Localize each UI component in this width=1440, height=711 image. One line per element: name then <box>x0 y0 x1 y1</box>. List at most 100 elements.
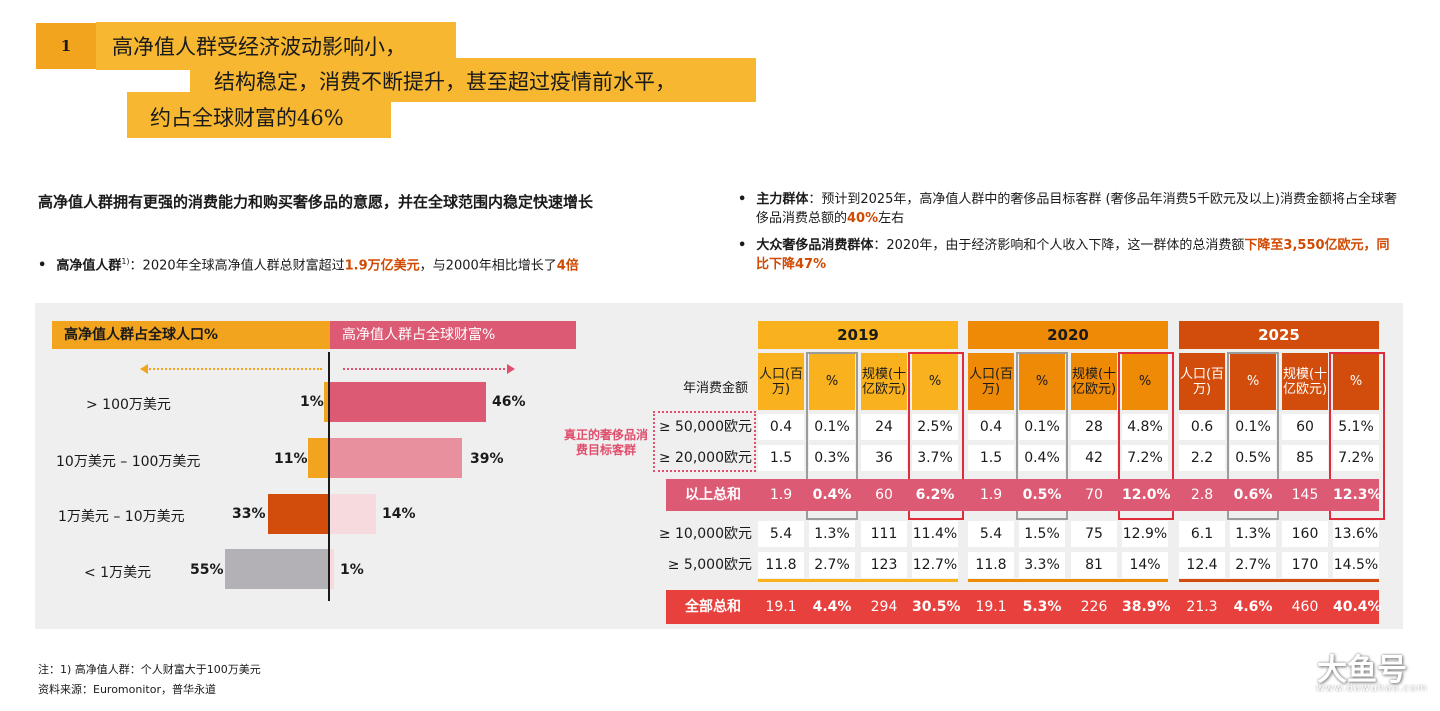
source-note: 资料来源：Euromonitor，普华永道 <box>38 683 216 696</box>
bracket-label: 1万美元 – 10万美元 <box>58 509 185 525</box>
column-header: % <box>1122 353 1168 410</box>
subtotal-cell: 60 <box>875 487 893 503</box>
subtotal-cell: 2.8 <box>1190 487 1214 503</box>
bullet-text-2: ，与2000年相比增长了 <box>419 258 557 274</box>
section-number: 1 <box>36 23 96 69</box>
population-value: 1% <box>300 394 324 410</box>
target-group-bracket <box>653 411 756 472</box>
table-cell: 1.3% <box>809 521 855 547</box>
right-arrow-icon <box>343 364 515 374</box>
table-cell: 14% <box>1122 552 1168 578</box>
section-subtitle: 高净值人群拥有更强的消费能力和购买奢侈品的意愿，并在全球范围内稳定快速增长 <box>38 193 594 211</box>
bullet-text-1: ：预计到2025年，高净值人群中的奢侈品目标客群 (奢侈品年消费5千欧元及以上)… <box>756 192 1397 226</box>
table-cell: 12.9% <box>1122 521 1168 547</box>
table-cell: 24 <box>861 414 907 440</box>
table-cell: 0.1% <box>809 414 855 440</box>
total-cell: 38.9% <box>1122 599 1171 615</box>
subtotal-cell: 70 <box>1085 487 1103 503</box>
column-header: 人口(百万) <box>758 353 804 410</box>
table-cell: 11.4% <box>912 521 958 547</box>
table-cell: 11.8 <box>758 552 804 578</box>
footnote: 注：1) 高净值人群：个人财富大于100万美元 <box>38 663 261 676</box>
table-cell: 0.1% <box>1019 414 1065 440</box>
column-header: % <box>809 353 855 410</box>
table-cell: 13.6% <box>1333 521 1379 547</box>
subtotal-cell: 0.4% <box>812 487 852 503</box>
headline-line3-bg <box>127 92 391 138</box>
year-separator <box>1179 579 1379 582</box>
table-cell: 60 <box>1282 414 1328 440</box>
table-cell: 6.1 <box>1179 521 1225 547</box>
column-header: % <box>1333 353 1379 410</box>
table-cell: 0.4 <box>758 414 804 440</box>
table-cell: 12.7% <box>912 552 958 578</box>
subtotal-cell: 6.2% <box>915 487 955 503</box>
table-cell: 0.4% <box>1019 445 1065 471</box>
table-cell: 14.5% <box>1333 552 1379 578</box>
pct-spend-outline <box>908 352 964 520</box>
bullet-label: 大众奢侈品消费群体 <box>756 238 874 253</box>
total-row <box>666 590 1379 624</box>
population-value: 55% <box>190 562 224 578</box>
year-separator <box>758 579 958 582</box>
subtotal-cell: 12.3% <box>1333 487 1382 503</box>
wealth-value: 14% <box>382 506 416 522</box>
headline-line3: 约占全球财富的46% <box>150 106 344 130</box>
wealth-bar <box>330 438 462 478</box>
wealth-bar <box>330 382 486 422</box>
bracket-label: > 100万美元 <box>86 397 171 413</box>
watermark-url: www.dawuhao.com <box>1316 683 1428 694</box>
table-cell: 160 <box>1282 521 1328 547</box>
table-cell: 81 <box>1071 552 1117 578</box>
left-bullet: • 高净值人群1)：2020年全球高净值人群总财富超过1.9万亿美元，与2000年… <box>38 252 718 275</box>
row-header-label: 年消费金额 <box>682 381 748 396</box>
population-bar <box>324 382 328 422</box>
right-bullet-1: • 主力群体：预计到2025年，高净值人群中的奢侈品目标客群 (奢侈品年消费5千欧… <box>738 190 1402 228</box>
pct-spend-outline <box>1329 352 1385 520</box>
butterfly-axis <box>328 352 330 601</box>
table-cell: 2.7% <box>809 552 855 578</box>
subtotal-cell: 1.9 <box>769 487 793 503</box>
subtotal-row <box>666 479 1379 511</box>
subtotal-label: 以上总和 <box>685 487 741 503</box>
table-cell: 111 <box>861 521 907 547</box>
wealth-value: 1% <box>340 562 364 578</box>
column-header: % <box>912 353 958 410</box>
table-cell: 12.4 <box>1179 552 1225 578</box>
row-label: ≥ 50,000欧元 <box>658 419 752 435</box>
table-cell: 3.3% <box>1019 552 1065 578</box>
table-cell: 4.8% <box>1122 414 1168 440</box>
population-bar <box>308 438 328 478</box>
column-header: 人口(百万) <box>1179 353 1225 410</box>
bullet-text-2: 左右 <box>878 211 905 226</box>
wealth-value: 46% <box>492 394 526 410</box>
bullet-label: 主力群体 <box>756 192 809 207</box>
wealth-bar <box>330 494 376 534</box>
target-group-label: 真正的奢侈品消费目标客群 <box>563 428 648 457</box>
pct-pop-outline <box>806 352 858 520</box>
wealth-value: 39% <box>470 451 504 467</box>
headline-line1: 高净值人群受经济波动影响小， <box>112 35 406 59</box>
bullet-dot: • <box>738 192 747 207</box>
bracket-label: < 1万美元 <box>84 565 152 581</box>
total-label: 全部总和 <box>685 599 741 615</box>
row-label: ≥ 10,000欧元 <box>658 526 752 542</box>
wealth-bar <box>330 549 334 589</box>
table-cell: 42 <box>1071 445 1117 471</box>
total-cell: 21.3 <box>1186 599 1218 615</box>
row-label: ≥ 5,000欧元 <box>667 557 752 573</box>
table-cell: 1.5 <box>758 445 804 471</box>
table-cell: 85 <box>1282 445 1328 471</box>
table-cell: 5.4 <box>968 521 1014 547</box>
population-bar <box>225 549 328 589</box>
subtotal-cell: 12.0% <box>1122 487 1171 503</box>
total-cell: 40.4% <box>1333 599 1382 615</box>
table-cell: 0.5% <box>1230 445 1276 471</box>
population-legend: 高净值人群占全球人口% <box>52 321 330 349</box>
table-cell: 0.1% <box>1230 414 1276 440</box>
subtotal-cell: 0.6% <box>1233 487 1273 503</box>
table-cell: 123 <box>861 552 907 578</box>
table-cell: 7.2% <box>1122 445 1168 471</box>
year-separator <box>968 579 1168 582</box>
table-cell: 5.4 <box>758 521 804 547</box>
